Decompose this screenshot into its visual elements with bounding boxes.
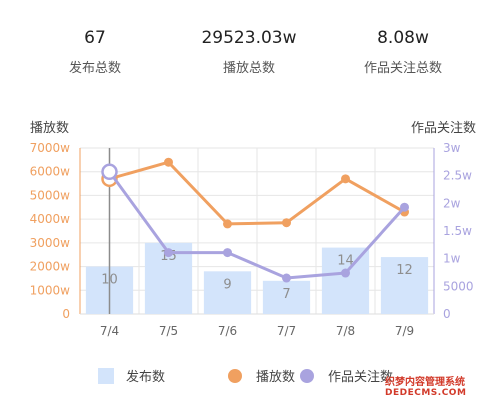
follows-point [400,202,409,212]
plays-point [282,218,291,228]
bar-data-label: 12 [396,263,413,278]
chart-legend: 发布数 播放数 作品关注数 [0,366,500,386]
x-tick-label: 7/5 [159,324,178,338]
x-tick-label: 7/9 [395,324,414,338]
left-tick-label: 2000w [30,260,71,274]
plays-line [109,160,406,226]
right-tick-label: 3w [443,141,461,155]
right-tick-label: 2w [443,196,461,210]
legend-bar-swatch [98,367,114,384]
follows-point [101,163,118,181]
summary-stats: 67 发布总数 29523.03w 播放总数 8.08w 作品关注总数 [0,0,500,90]
left-tick-label: 5000w [30,188,71,202]
stat-value: 29523.03w [201,28,297,48]
plays-point [341,174,350,184]
stat-play-total: 29523.03w 播放总数 [169,26,329,78]
bar-data-label: 9 [223,277,231,292]
stat-label: 发布总数 [68,61,121,76]
watermark-line2: DEDECMS.COM [385,388,467,398]
left-tick-label: 4000w [30,212,71,226]
legend-label: 播放数 [256,370,296,385]
right-tick-label: 1.5w [443,224,472,238]
legend-label: 作品关注数 [328,370,394,385]
right-tick-label: 0 [443,307,451,321]
plays-point [223,219,232,229]
left-tick-label: 3000w [30,236,71,250]
legend-label: 发布数 [126,370,166,385]
bar [380,257,429,314]
stat-value: 67 [84,28,106,48]
legend-item-publish[interactable]: 发布数 [98,366,165,385]
bar [321,247,370,314]
watermark-logo: 织梦内容管理系统 DEDECMS.COM [385,373,490,403]
stat-follow-total: 8.08w 作品关注总数 [323,26,483,78]
bar-data-label: 7 [282,287,290,302]
right-axis-title: 作品关注数 [410,121,476,136]
follows-point [341,268,350,278]
watermark-line1: 织梦内容管理系统 [385,377,465,388]
follows-point [164,248,173,258]
legend-item-plays[interactable]: 播放数 [228,366,295,385]
stat-label: 播放总数 [222,61,275,76]
left-axis-title: 播放数 [30,121,70,136]
bar-data-label: 14 [337,254,354,269]
legend-dot-swatch [300,368,314,383]
bar [262,280,311,314]
right-tick-label: 2.5w [443,169,472,183]
stat-value: 8.08w [377,28,429,48]
left-tick-label: 0 [62,307,70,321]
legend-dot-swatch [228,368,242,383]
x-tick-label: 7/4 [100,324,119,338]
bar [203,271,252,314]
left-tick-label: 7000w [30,141,71,155]
right-tick-label: 1w [443,252,461,266]
plays-point [164,157,173,167]
x-tick-label: 7/7 [277,324,296,338]
stat-label: 作品关注总数 [363,61,442,76]
follows-point [223,248,232,258]
left-tick-label: 6000w [30,165,71,179]
x-tick-label: 7/6 [218,324,237,338]
stat-publish-total: 67 发布总数 [15,26,175,78]
legend-item-follows[interactable]: 作品关注数 [300,366,393,385]
left-tick-label: 1000w [30,283,71,297]
follows-line [108,170,406,280]
follows-point [282,273,291,283]
right-tick-label: 5000 [443,279,474,293]
x-tick-label: 7/8 [336,324,355,338]
